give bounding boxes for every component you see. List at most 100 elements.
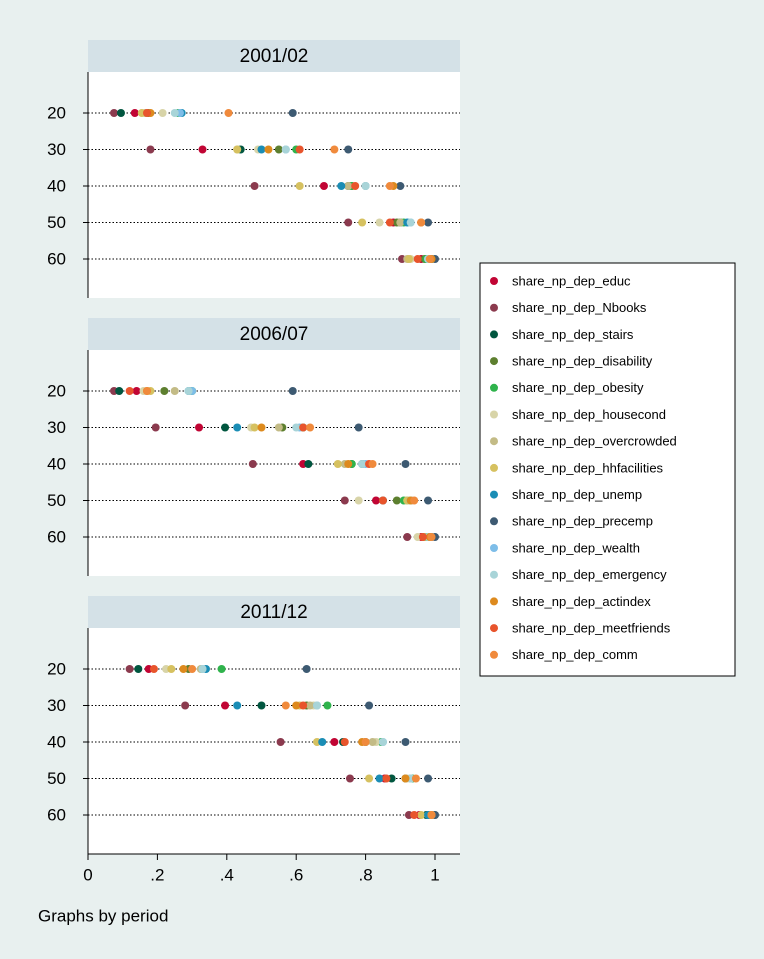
legend-marker — [490, 490, 498, 499]
note: Graphs by period — [38, 906, 168, 925]
legend-marker — [490, 624, 498, 633]
dot — [365, 701, 374, 710]
legend-marker — [490, 463, 498, 472]
legend-label: share_np_dep_emergency — [512, 567, 667, 582]
dot — [167, 665, 176, 673]
dot — [333, 460, 342, 468]
y-tick-label: 60 — [47, 527, 66, 546]
dot — [385, 218, 394, 227]
dot — [274, 145, 283, 154]
dot — [354, 423, 363, 432]
y-tick-label: 40 — [47, 176, 66, 195]
legend-label: share_np_dep_meetfriends — [512, 621, 671, 636]
dot — [427, 811, 436, 819]
dot — [221, 701, 230, 710]
legend-marker — [490, 330, 498, 339]
dot — [125, 387, 134, 395]
dot — [385, 182, 394, 190]
y-tick-label: 40 — [47, 454, 66, 473]
y-tick-label: 30 — [47, 696, 66, 715]
dot — [410, 496, 419, 505]
dot — [337, 182, 346, 190]
legend-marker — [490, 597, 498, 606]
dot — [170, 109, 179, 117]
dot — [224, 109, 233, 117]
legend-marker — [490, 437, 498, 446]
dot — [181, 701, 190, 710]
legend-label: share_np_dep_stairs — [512, 327, 634, 342]
dot — [354, 496, 363, 505]
dot — [392, 496, 401, 505]
dot — [217, 665, 226, 673]
dot — [344, 145, 353, 154]
dot — [368, 460, 377, 468]
dot — [411, 774, 420, 783]
dot — [351, 182, 360, 190]
x-tick-label: 0 — [83, 865, 92, 884]
dot — [417, 218, 426, 227]
dot — [344, 182, 353, 190]
dot — [427, 533, 436, 541]
dot — [313, 701, 322, 710]
y-tick-label: 60 — [47, 805, 66, 824]
dot — [304, 460, 313, 468]
legend-label: share_np_dep_hhfacilities — [512, 460, 664, 475]
dot — [344, 218, 353, 227]
dot — [404, 255, 413, 263]
dot — [110, 109, 119, 117]
dot — [344, 460, 353, 468]
legend-marker — [490, 544, 498, 552]
dot — [401, 774, 410, 783]
panel-title: 2006/07 — [240, 324, 309, 345]
dot — [264, 145, 273, 154]
dot — [116, 109, 125, 117]
dot — [221, 423, 230, 432]
dot — [424, 218, 433, 227]
y-tick-label: 50 — [47, 213, 66, 232]
dot — [358, 460, 367, 468]
y-tick-label: 30 — [47, 140, 66, 159]
dot — [340, 496, 349, 505]
dot — [318, 738, 327, 746]
dot — [306, 701, 315, 710]
legend-label: share_np_dep_precemp — [512, 514, 653, 529]
dot — [323, 701, 332, 710]
dot — [250, 423, 259, 432]
dot — [382, 774, 391, 783]
dot — [195, 423, 204, 432]
dot — [179, 665, 188, 673]
dot — [257, 423, 266, 432]
legend-label: share_np_dep_overcrowded — [512, 434, 677, 449]
dot — [396, 218, 405, 227]
legend-label: share_np_dep_actindex — [512, 594, 651, 609]
dot — [257, 145, 266, 154]
dot — [295, 145, 304, 154]
legend-marker — [490, 383, 498, 392]
dot — [233, 145, 242, 154]
dot — [274, 423, 283, 432]
dot — [257, 701, 266, 710]
dot — [248, 460, 257, 468]
dot — [233, 701, 242, 710]
dot — [403, 533, 412, 541]
dot — [198, 145, 207, 154]
dot — [295, 182, 304, 190]
dot — [170, 387, 179, 395]
dot — [132, 387, 141, 395]
dot — [188, 665, 197, 673]
dot — [134, 665, 143, 673]
dot — [146, 145, 155, 154]
dot — [401, 460, 410, 468]
dot — [299, 423, 308, 432]
dot — [142, 109, 151, 117]
x-tick-label: .6 — [289, 865, 303, 884]
dot — [184, 387, 193, 395]
dot — [365, 774, 374, 783]
dot — [302, 665, 311, 673]
dot — [160, 387, 169, 395]
dot — [125, 665, 134, 673]
dot — [425, 255, 434, 263]
y-tick-label: 50 — [47, 769, 66, 788]
